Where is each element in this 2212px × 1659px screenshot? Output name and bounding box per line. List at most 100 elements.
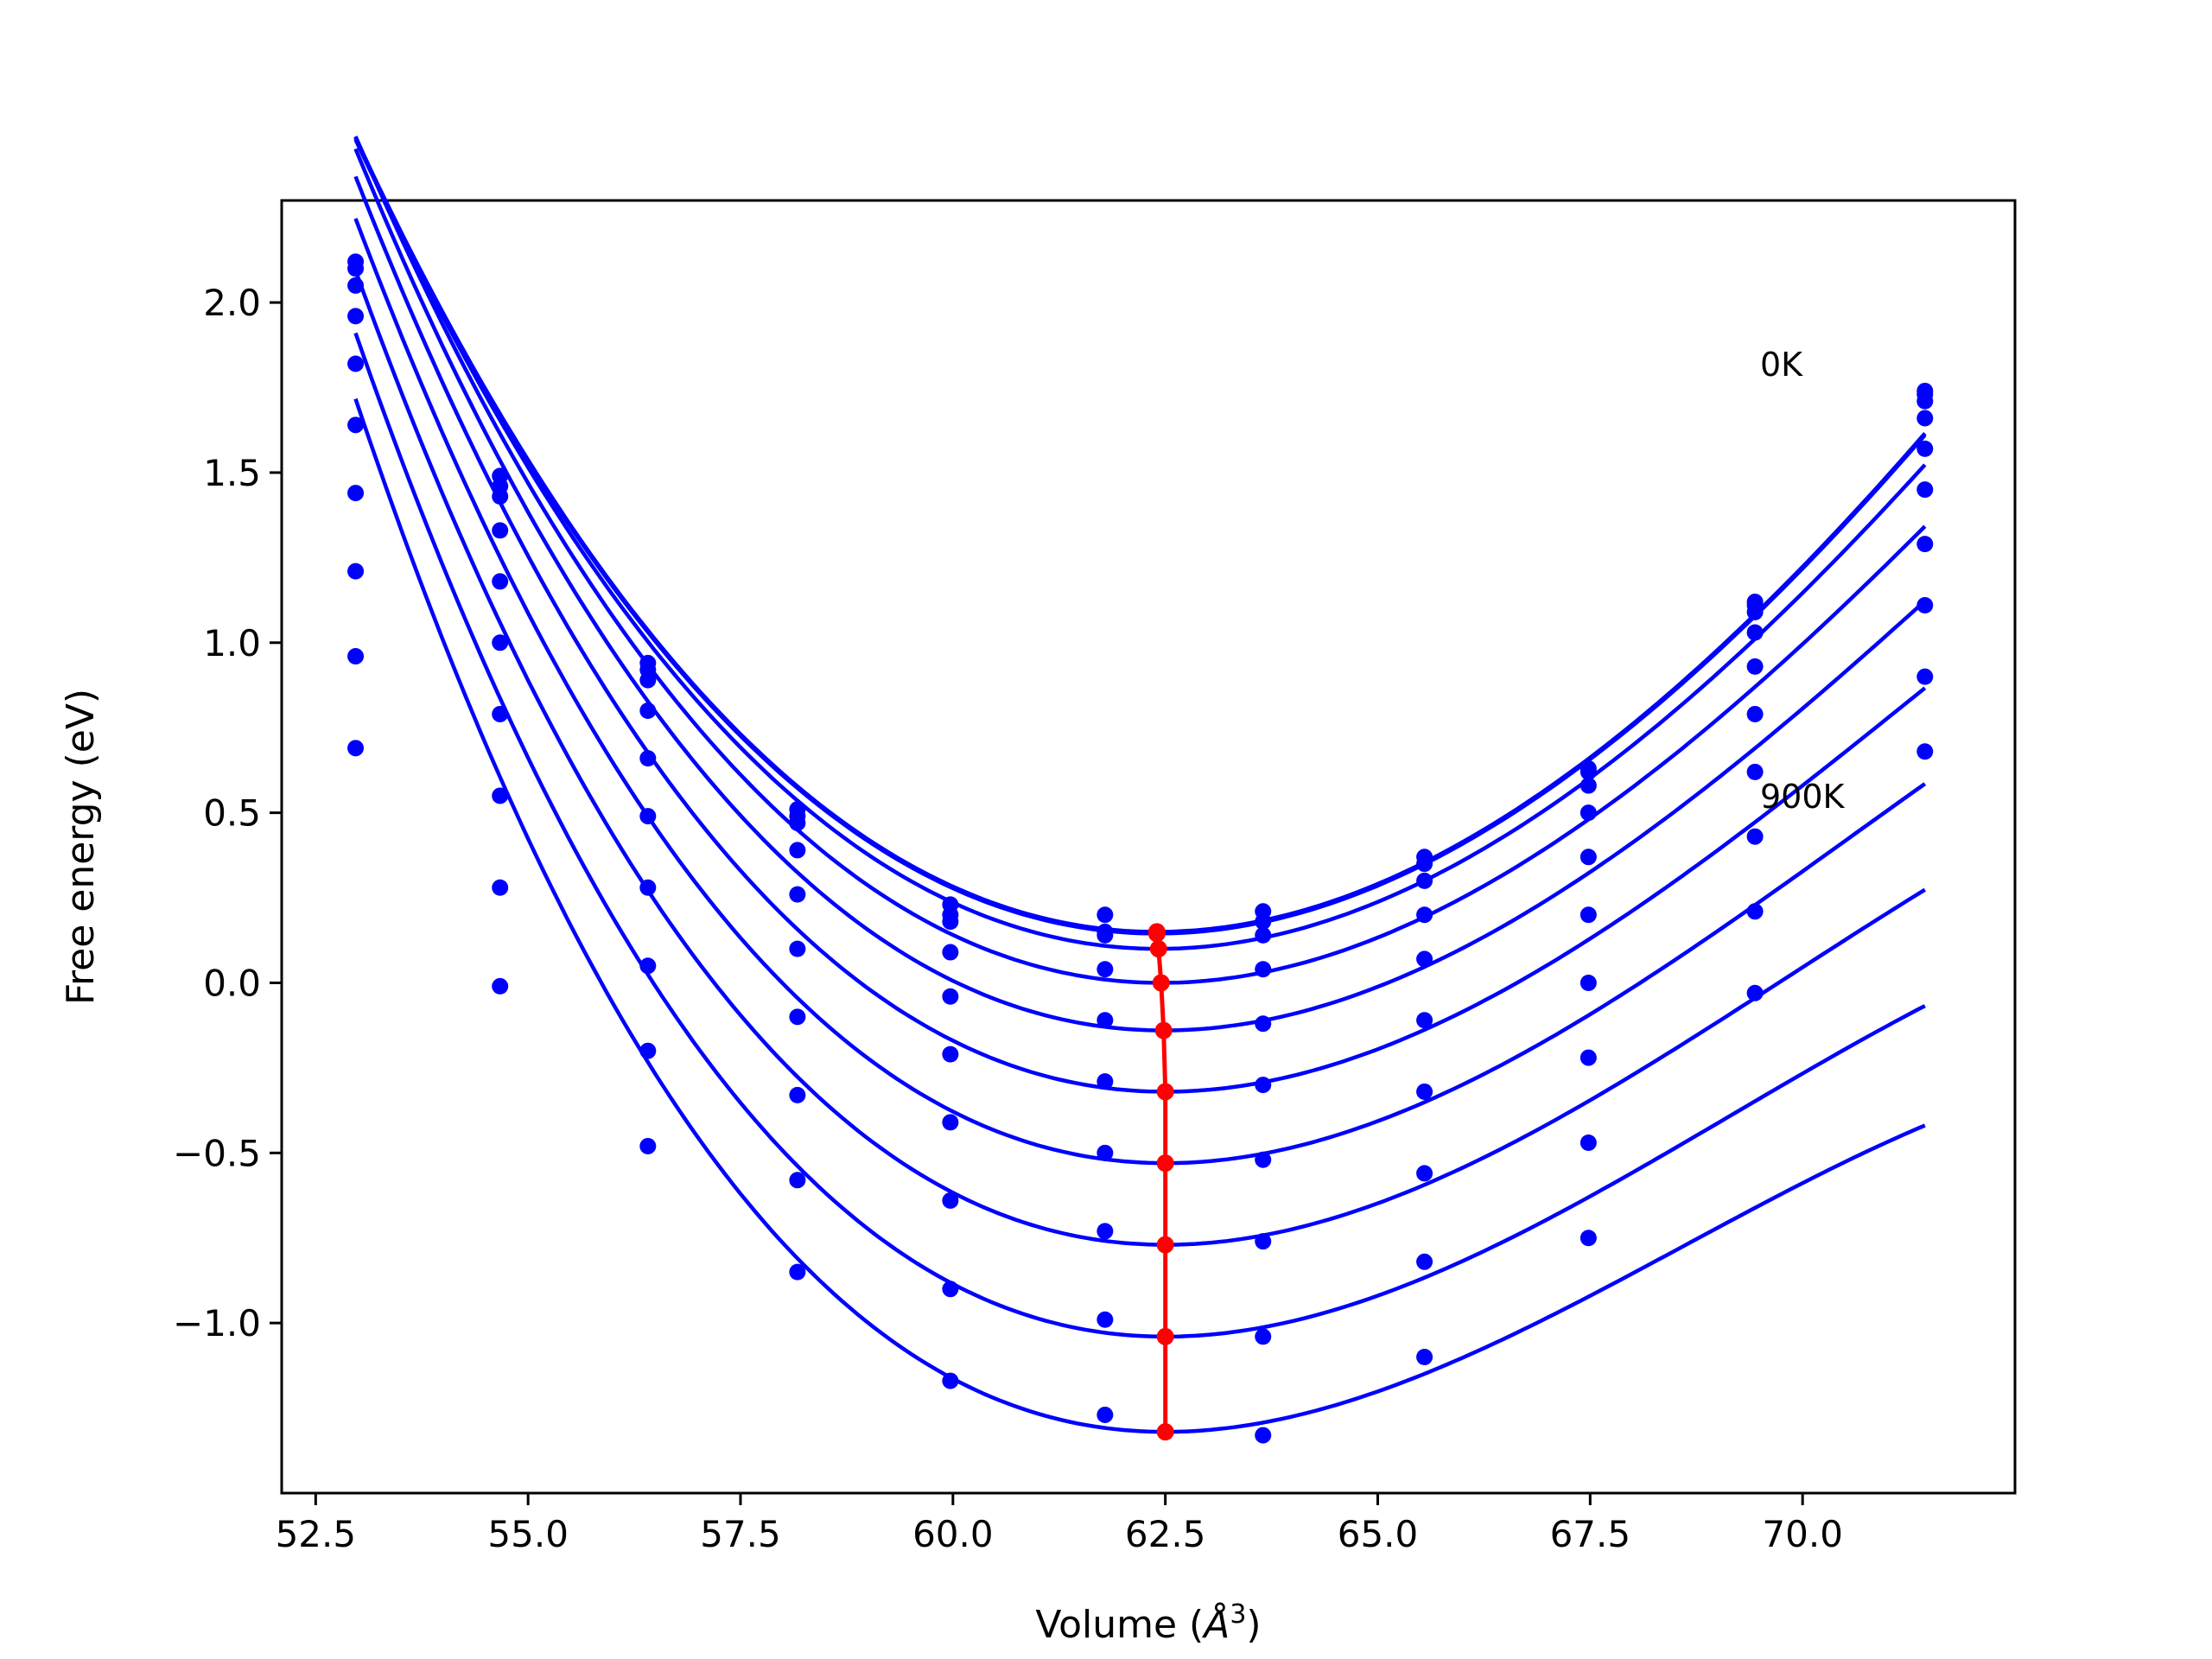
data-point [942,1372,959,1389]
data-point [492,879,509,896]
fit-curves [353,136,1927,1434]
data-point [492,488,509,505]
x-axis-ticks: 52.5 55.0 57.5 60.0 62.5 65.0 67.5 70.0 [276,1493,1843,1555]
fit-curve-4 [353,136,1927,985]
data-point [942,1281,959,1298]
fit-curve-1 [353,137,1927,934]
y-axis-label: Free energy (eV) [59,689,103,1005]
data-point [1416,1253,1433,1270]
data-point [789,886,806,903]
data-point [1255,1151,1272,1168]
data-point [1916,392,1934,410]
data-point [1580,849,1597,866]
data-point [789,1263,806,1281]
y-tick-label: 0.0 [203,962,261,1004]
y-tick-label: 2.0 [203,282,261,324]
fit-curve-8 [353,270,1926,1247]
data-point [492,787,509,804]
y-tick-label: −1.0 [173,1302,261,1344]
data-point [492,634,509,652]
data-point [639,671,657,689]
data-point [1096,1406,1114,1423]
data-point [347,648,365,665]
data-point [1916,743,1934,760]
data-point [1096,1223,1114,1240]
data-point [942,1046,959,1063]
data-point [1416,950,1433,968]
data-point [639,750,657,767]
data-point [1096,1012,1114,1029]
data-point [1916,596,1934,613]
y-tick-label: 0.5 [203,792,261,835]
data-point [789,940,806,957]
data-point [1580,777,1597,794]
data-point [1416,1349,1433,1366]
data-point [347,260,365,277]
data-point [1096,1073,1114,1090]
minimum-point [1152,974,1170,992]
data-point [942,1192,959,1209]
data-point [347,355,365,372]
data-point [1916,668,1934,685]
data-point [1416,1083,1433,1100]
data-point [639,702,657,720]
data-point [347,563,365,580]
data-point [492,977,509,995]
fit-curve-7 [353,218,1927,1166]
data-point [1746,828,1764,845]
data-point [347,740,365,757]
data-point [1746,705,1764,722]
x-tick-label: 52.5 [276,1513,357,1555]
y-tick-label: −0.5 [173,1132,261,1174]
data-point [1255,961,1272,978]
data-point [1096,1144,1114,1161]
data-point [1580,1135,1597,1152]
data-point [492,573,509,590]
data-point [1096,961,1114,978]
data-point [1580,906,1597,924]
x-tick-label: 70.0 [1762,1513,1843,1555]
data-point [942,913,959,931]
annotation-label: 0K [1760,346,1803,384]
y-axis-ticks: 2.0 1.5 1.0 0.5 0.0 −0.5 −1.0 [173,282,282,1344]
data-point [1255,913,1272,931]
data-point [789,1172,806,1189]
data-point [1096,1311,1114,1328]
fit-curve-6 [353,175,1927,1094]
data-point [1746,903,1764,920]
data-point [347,416,365,434]
x-tick-label: 57.5 [700,1513,781,1555]
data-point [1916,536,1934,553]
x-axis-label: Volume (Å3) [1035,1599,1261,1648]
data-point [1746,603,1764,620]
data-point [1916,440,1934,457]
data-point [347,485,365,502]
y-tick-label: 1.5 [203,452,261,494]
data-point [942,1114,959,1131]
minimum-point [1156,1236,1174,1254]
fit-curve-10 [353,397,1926,1434]
y-tick-label: 1.0 [203,622,261,664]
data-point [639,1137,657,1154]
data-point [639,879,657,896]
plot-frame [280,199,2017,1495]
data-point [1416,1012,1433,1029]
data-point [942,944,959,961]
data-point [1416,1165,1433,1182]
x-tick-label: 60.0 [912,1513,994,1555]
minimum-point [1156,1154,1174,1173]
annotation-label: 900K [1760,778,1846,816]
data-point [639,808,657,825]
fit-curve-9 [353,332,1926,1339]
data-point [1580,1230,1597,1247]
data-point [789,1086,806,1103]
data-point [1580,804,1597,822]
data-point [1916,481,1934,499]
x-tick-label: 67.5 [1550,1513,1631,1555]
data-point [347,308,365,325]
x-tick-label: 65.0 [1338,1513,1419,1555]
minimum-point [1156,1423,1174,1441]
data-point [492,705,509,722]
minimum-point [1154,1021,1173,1039]
